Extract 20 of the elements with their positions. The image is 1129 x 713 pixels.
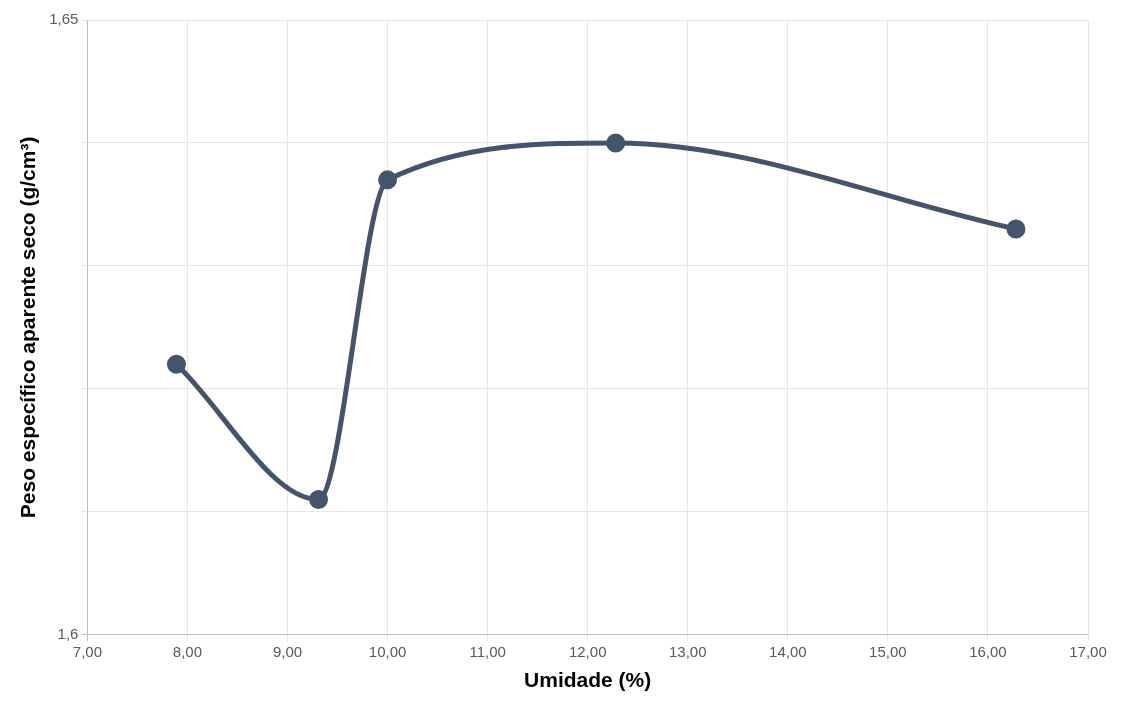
point: [378, 170, 398, 190]
x-tick-label: 7,00: [72, 642, 102, 660]
y-tick-label: 1,6: [57, 624, 79, 642]
y-tick-label: 1,65: [49, 10, 79, 28]
point: [309, 490, 329, 510]
x-axis-title: Umidade (%): [524, 668, 652, 692]
x-tick-label: 16,00: [969, 642, 1007, 660]
y-axis-title: Peso específico aparente seco (g/cm³): [16, 136, 40, 519]
x-tick-label: 9,00: [272, 642, 303, 660]
x-tick-label: 11,00: [469, 642, 506, 660]
x-tick-label: 8,00: [172, 642, 203, 660]
point: [166, 354, 186, 374]
x-tick-label: 17,00: [1069, 642, 1107, 660]
x-tick-label: 12,00: [568, 642, 607, 660]
x-tick-label: 13,00: [668, 642, 707, 660]
x-tick-label: 10,00: [368, 642, 407, 660]
x-tick-label: 14,00: [769, 642, 807, 660]
x-tick-label: 15,00: [869, 642, 907, 660]
point: [606, 133, 626, 153]
point: [1006, 219, 1026, 239]
